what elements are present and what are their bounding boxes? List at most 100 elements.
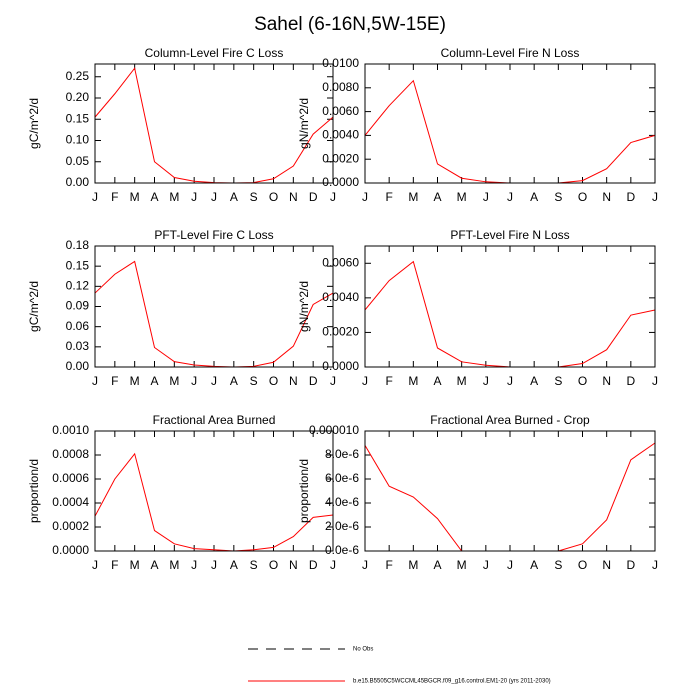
x-tick-label: J: [191, 558, 197, 572]
x-tick-label: A: [150, 190, 158, 204]
x-tick-label: J: [483, 558, 489, 572]
y-axis-label: gC/m^2/d: [27, 281, 41, 332]
x-tick-label: M: [130, 190, 140, 204]
y-tick-label: 0.0020: [322, 151, 359, 165]
x-tick-label: J: [211, 558, 217, 572]
x-tick-label: M: [457, 190, 467, 204]
y-tick-label: 0.0020: [322, 325, 359, 339]
y-tick-label: 0.0002: [52, 519, 89, 533]
x-tick-label: A: [230, 558, 238, 572]
x-tick-label: A: [530, 558, 538, 572]
plot-frame: [94, 430, 334, 552]
x-tick-label: J: [92, 190, 98, 204]
y-tick-label: 2.0e-6: [325, 519, 359, 533]
x-tick-label: O: [578, 374, 587, 388]
x-tick-label: M: [169, 190, 179, 204]
plot-frame: [364, 63, 656, 184]
x-tick-label: J: [652, 374, 658, 388]
x-tick-label: M: [169, 558, 179, 572]
x-tick-label: O: [269, 374, 278, 388]
x-tick-label: D: [309, 374, 318, 388]
y-tick-label: 0.09: [66, 299, 90, 313]
y-tick-label: 0.0000: [322, 175, 359, 189]
x-tick-label: F: [111, 558, 118, 572]
x-tick-label: D: [626, 558, 635, 572]
data-line: [364, 260, 656, 368]
x-tick-label: D: [626, 374, 635, 388]
x-tick-label: A: [150, 558, 158, 572]
x-tick-label: J: [483, 374, 489, 388]
data-line: [94, 452, 334, 552]
x-tick-label: A: [230, 190, 238, 204]
y-tick-label: 0.25: [66, 69, 90, 83]
y-tick-label: 0.0040: [322, 128, 359, 142]
y-tick-label: 8.0e-6: [325, 447, 359, 461]
y-tick-label: 0.03: [66, 339, 90, 353]
y-tick-label: 0.10: [66, 133, 90, 147]
data-line: [364, 79, 656, 184]
y-axis-label: proportion/d: [297, 459, 311, 523]
x-tick-label: J: [330, 190, 336, 204]
x-tick-label: J: [652, 190, 658, 204]
plot-frame: [94, 63, 334, 184]
x-tick-label: J: [92, 374, 98, 388]
data-line: [364, 442, 656, 552]
y-tick-label: 4.0e-6: [325, 495, 359, 509]
y-tick-label: 0.0040: [322, 290, 359, 304]
x-tick-label: M: [408, 374, 418, 388]
panel-title: Column-Level Fire N Loss: [441, 46, 580, 60]
x-tick-label: M: [408, 558, 418, 572]
x-tick-label: F: [385, 558, 392, 572]
x-tick-label: M: [457, 374, 467, 388]
data-line: [94, 260, 334, 368]
panel-title: Fractional Area Burned: [153, 413, 276, 427]
panel-title: Column-Level Fire C Loss: [145, 46, 284, 60]
x-tick-label: N: [289, 190, 298, 204]
x-tick-label: S: [554, 374, 562, 388]
plot-frame: [364, 430, 656, 552]
panel-title: PFT-Level Fire N Loss: [450, 228, 569, 242]
y-tick-label: 0.06: [66, 319, 90, 333]
x-tick-label: J: [330, 558, 336, 572]
x-tick-label: A: [433, 374, 441, 388]
x-tick-label: O: [269, 190, 278, 204]
figure-title: Sahel (6-16N,5W-15E): [254, 14, 446, 35]
legend-label: b.e15.B5505C5WCCML45BGCR.f09_g16.control…: [353, 679, 551, 685]
y-tick-label: 0.15: [66, 258, 90, 272]
x-tick-label: A: [530, 374, 538, 388]
x-tick-label: J: [330, 374, 336, 388]
x-tick-label: S: [250, 190, 258, 204]
x-tick-label: J: [507, 558, 513, 572]
x-tick-label: O: [578, 190, 587, 204]
x-tick-label: J: [211, 190, 217, 204]
x-tick-label: S: [554, 190, 562, 204]
x-tick-label: N: [289, 374, 298, 388]
y-tick-label: 0.0000: [322, 359, 359, 373]
y-tick-label: 0.0100: [322, 56, 359, 70]
y-tick-label: 0.0000: [52, 543, 89, 557]
y-tick-label: 0.0060: [322, 104, 359, 118]
x-tick-label: M: [408, 190, 418, 204]
y-tick-label: 0.00: [66, 175, 90, 189]
y-tick-label: 0.12: [66, 279, 90, 293]
x-tick-label: D: [626, 190, 635, 204]
x-tick-label: J: [362, 558, 368, 572]
x-tick-label: M: [457, 558, 467, 572]
x-tick-label: J: [362, 190, 368, 204]
x-tick-label: J: [652, 558, 658, 572]
y-tick-label: 0.0008: [52, 447, 89, 461]
x-tick-label: A: [433, 190, 441, 204]
y-tick-label: 0.15: [66, 111, 90, 125]
x-tick-label: J: [92, 558, 98, 572]
y-axis-label: gC/m^2/d: [27, 98, 41, 149]
y-tick-label: 0.0e-6: [325, 543, 359, 557]
x-tick-label: O: [269, 558, 278, 572]
y-tick-label: 0.0006: [52, 471, 89, 485]
x-tick-label: F: [385, 374, 392, 388]
y-tick-label: 0.0004: [52, 495, 89, 509]
y-axis-label: proportion/d: [27, 459, 41, 523]
x-tick-label: N: [602, 190, 611, 204]
y-tick-label: 0.000010: [309, 423, 359, 437]
panel-title: PFT-Level Fire C Loss: [154, 228, 273, 242]
